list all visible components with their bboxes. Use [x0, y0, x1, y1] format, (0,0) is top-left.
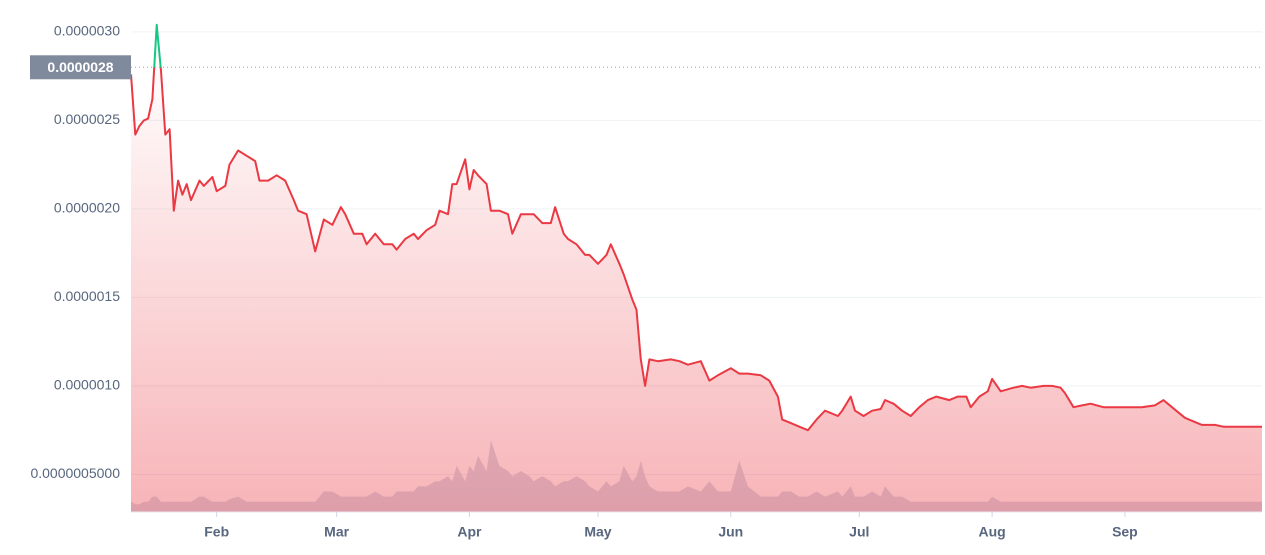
x-tick-label: Apr [457, 524, 482, 540]
y-tick-label: 0.0000020 [54, 200, 120, 216]
y-tick-label: 0.0000010 [54, 377, 120, 393]
watermark: CoinMarketCap [1062, 353, 1252, 385]
price-line [130, 23, 1262, 432]
watermark-logo [1067, 361, 1089, 376]
price-area [131, 24, 1262, 513]
y-tick-label: 0.0000015 [54, 288, 120, 304]
y-tick-label: 0.0000025 [54, 111, 120, 127]
current-price-label: 0.0000028 [47, 59, 113, 75]
x-tick-label: Aug [978, 524, 1005, 540]
current-price-badge [30, 55, 131, 80]
x-tick-label: Feb [204, 524, 229, 540]
watermark-text: CoinMarketCap [1098, 358, 1252, 381]
x-tick-label: Mar [324, 524, 349, 540]
y-tick-label: 0.0000030 [54, 23, 120, 39]
x-tick-label: May [584, 524, 611, 540]
x-tick-label: Jun [718, 524, 743, 540]
y-tick-label: 0.0000005000 [30, 465, 120, 481]
watermark-logo [1062, 353, 1094, 385]
x-tick-label: Sep [1112, 524, 1138, 540]
axes: 0.0000005000 0.0000010 0.0000015 0.0000020 0… [30, 23, 1262, 540]
plot-area [130, 23, 1262, 513]
x-tick-label: Jul [849, 524, 869, 540]
